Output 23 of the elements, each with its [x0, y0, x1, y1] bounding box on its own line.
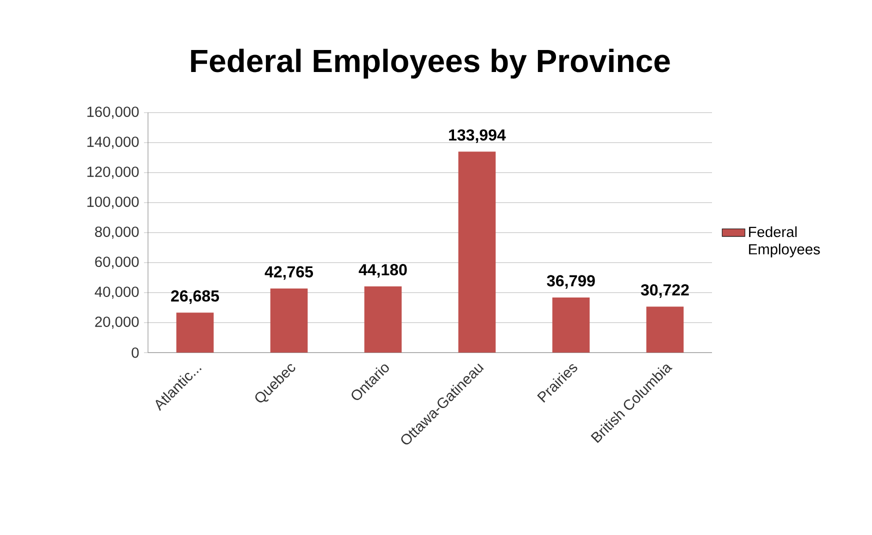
y-tick-label: 120,000 — [87, 166, 139, 179]
y-tick-label: 40,000 — [94, 286, 139, 299]
y-tick-label: 20,000 — [95, 316, 139, 329]
bar — [646, 306, 684, 353]
bar — [364, 286, 402, 353]
legend-label: Federal Employees — [749, 226, 820, 258]
bar — [458, 152, 496, 353]
data-label: 36,799 — [546, 275, 595, 289]
y-tick-label: 60,000 — [95, 256, 139, 269]
data-label: 30,722 — [640, 284, 689, 298]
data-label: 133,994 — [449, 129, 506, 144]
y-tick-label: 140,000 — [87, 136, 139, 149]
bar — [176, 312, 214, 353]
chart-title: Federal Employees by Province — [191, 48, 670, 79]
y-tick-label: 80,000 — [95, 226, 139, 239]
bar — [270, 288, 308, 353]
data-label: 44,180 — [358, 264, 407, 278]
y-tick-label: 0 — [132, 348, 139, 358]
y-tick-label: 160,000 — [87, 106, 139, 119]
data-label: 26,685 — [171, 290, 220, 304]
bar — [552, 298, 590, 353]
y-tick-label: 100,000 — [87, 196, 139, 209]
data-label: 42,765 — [264, 266, 314, 280]
